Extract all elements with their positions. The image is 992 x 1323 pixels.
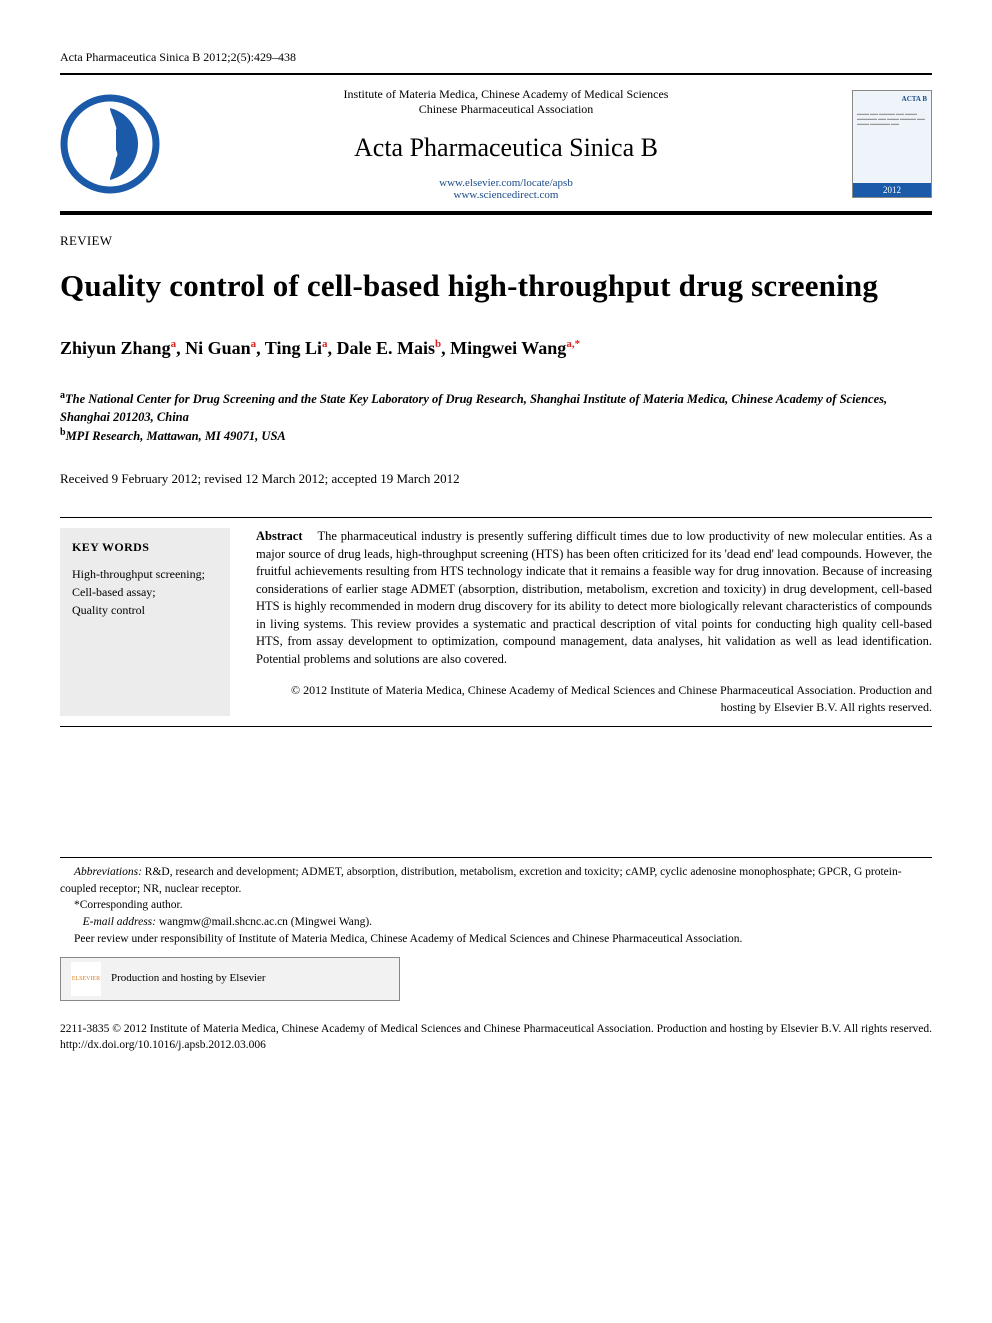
journal-header: Institute of Materia Medica, Chinese Aca… xyxy=(60,87,932,201)
author: Dale E. Maisb xyxy=(337,338,442,358)
abstract-top-rule xyxy=(60,517,932,518)
hosting-text: Production and hosting by Elsevier xyxy=(111,971,266,987)
keywords-list: High-throughput screening;Cell-based ass… xyxy=(72,565,218,619)
abstract-label: Abstract xyxy=(256,529,303,543)
elsevier-tree-icon: ELSEVIER xyxy=(71,962,101,996)
email-value[interactable]: wangmw@mail.shcnc.ac.cn (Mingwei Wang). xyxy=(156,916,372,928)
cover-year: 2012 xyxy=(853,183,931,197)
abbreviations-footnote: Abbreviations: R&D, research and develop… xyxy=(60,864,932,897)
abbrev-label: Abbreviations: xyxy=(74,866,142,878)
abbrev-text: R&D, research and development; ADMET, ab… xyxy=(60,866,902,895)
footnotes: Abbreviations: R&D, research and develop… xyxy=(60,857,932,1001)
author: Ni Guana xyxy=(185,338,256,358)
institute-line-1: Institute of Materia Medica, Chinese Aca… xyxy=(178,87,834,102)
keywords-heading: KEY WORDS xyxy=(72,540,218,555)
author: Zhiyun Zhanga xyxy=(60,338,176,358)
doi-link[interactable]: http://dx.doi.org/10.1016/j.apsb.2012.03… xyxy=(60,1037,932,1053)
keywords-box: KEY WORDS High-throughput screening;Cell… xyxy=(60,528,230,716)
abstract-body: The pharmaceutical industry is presently… xyxy=(256,529,932,666)
corresponding-footnote: *Corresponding author. xyxy=(60,897,932,914)
abstract: Abstract The pharmaceutical industry is … xyxy=(256,528,932,716)
journal-link-2[interactable]: www.sciencedirect.com xyxy=(178,189,834,201)
article-title: Quality control of cell-based high-throu… xyxy=(60,267,932,306)
abstract-copyright: © 2012 Institute of Materia Medica, Chin… xyxy=(256,682,932,716)
citation-line: Acta Pharmaceutica Sinica B 2012;2(5):42… xyxy=(60,50,932,65)
hosting-box: ELSEVIER Production and hosting by Elsev… xyxy=(60,957,400,1001)
journal-cover-icon: ACTA B ▬▬▬ ▬▬ ▬▬▬▬ ▬▬ ▬▬▬ ▬▬▬▬▬ ▬▬ ▬▬▬ ▬… xyxy=(852,90,932,198)
bottom-block: 2211-3835 © 2012 Institute of Materia Me… xyxy=(60,1021,932,1053)
issn-copyright: 2211-3835 © 2012 Institute of Materia Me… xyxy=(60,1021,932,1037)
journal-links: www.elsevier.com/locate/apsb www.science… xyxy=(178,177,834,201)
journal-link-1[interactable]: www.elsevier.com/locate/apsb xyxy=(178,177,834,189)
article-history: Received 9 February 2012; revised 12 Mar… xyxy=(60,471,932,487)
affiliation: bMPI Research, Mattawan, MI 49071, USA xyxy=(60,426,932,445)
email-footnote: E-mail address: wangmw@mail.shcnc.ac.cn … xyxy=(60,914,932,931)
abstract-row: KEY WORDS High-throughput screening;Cell… xyxy=(60,528,932,716)
cover-title: ACTA B xyxy=(902,95,927,103)
mid-rule xyxy=(60,211,932,215)
affiliation: aThe National Center for Drug Screening … xyxy=(60,389,932,426)
peer-review-footnote: Peer review under responsibility of Inst… xyxy=(60,931,932,948)
email-label: E-mail address: xyxy=(83,916,156,928)
author: Ting Lia xyxy=(265,338,328,358)
institute-line-2: Chinese Pharmaceutical Association xyxy=(178,102,834,117)
author: Mingwei Wanga,* xyxy=(450,338,580,358)
header-center: Institute of Materia Medica, Chinese Aca… xyxy=(178,87,834,201)
top-rule xyxy=(60,73,932,75)
journal-name: Acta Pharmaceutica Sinica B xyxy=(178,133,834,163)
article-type: REVIEW xyxy=(60,233,932,249)
publisher-logo-icon xyxy=(60,94,160,194)
abstract-bottom-rule xyxy=(60,726,932,727)
author-list: Zhiyun Zhanga, Ni Guana, Ting Lia, Dale … xyxy=(60,338,932,359)
affiliations: aThe National Center for Drug Screening … xyxy=(60,389,932,446)
